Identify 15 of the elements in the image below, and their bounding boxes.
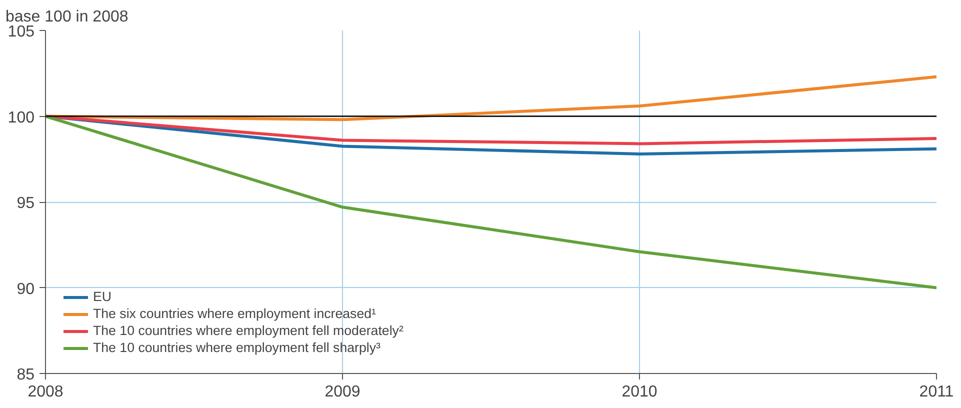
x-tick-label: 2009 — [324, 384, 360, 400]
y-tick-label: 90 — [16, 280, 35, 298]
y-tick-label: 105 — [8, 24, 35, 40]
x-tick-label: 2011 — [919, 384, 954, 400]
legend-label: EU — [93, 289, 113, 304]
legend-label: The six countries where employment increased¹ — [93, 306, 376, 321]
line-series — [46, 114, 936, 146]
x-tick-label: 2010 — [622, 384, 658, 400]
legend-label: The 10 countries where employment fell moderately² — [93, 323, 404, 338]
y-tick-label: 100 — [8, 109, 35, 126]
y-tick-label: 95 — [16, 195, 35, 212]
x-tick-label: 2008 — [28, 384, 64, 400]
y-axis-title: base 100 in 2008 — [6, 8, 128, 26]
y-tick-label: 85 — [16, 366, 35, 384]
legend-label: The 10 countries where employment fell sharply³ — [93, 340, 380, 355]
